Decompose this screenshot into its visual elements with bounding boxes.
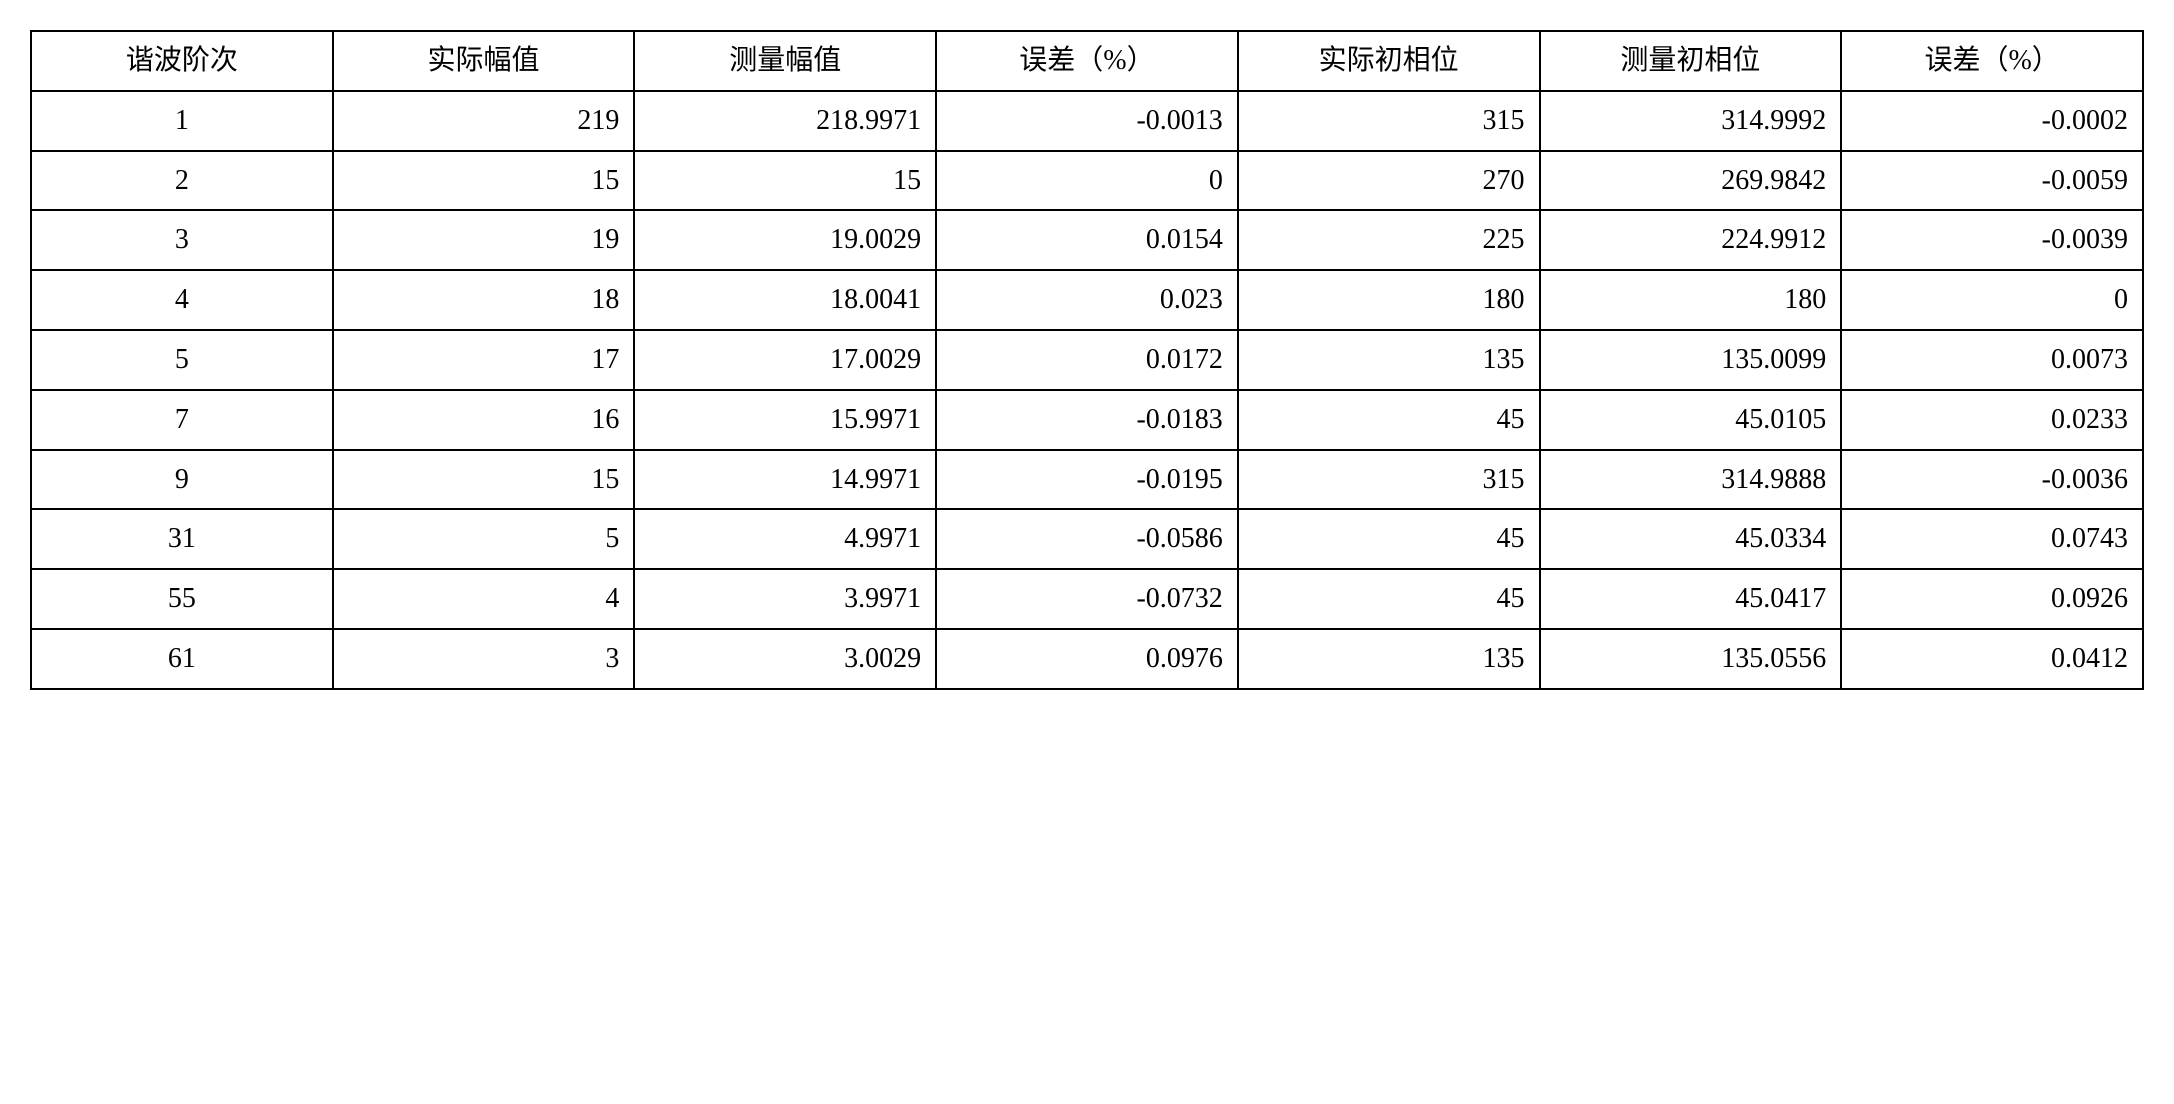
cell-amp-error: 0.023 (936, 270, 1238, 330)
cell-actual-phase: 135 (1238, 629, 1540, 689)
harmonic-data-table: 谐波阶次 实际幅值 测量幅值 误差（%） 实际初相位 测量初相位 误差（%） 1… (30, 30, 2144, 690)
table-row: 3 19 19.0029 0.0154 225 224.9912 -0.0039 (31, 210, 2143, 270)
cell-measured-phase: 180 (1540, 270, 1842, 330)
cell-actual-phase: 225 (1238, 210, 1540, 270)
cell-actual-amp: 4 (333, 569, 635, 629)
cell-actual-phase: 315 (1238, 91, 1540, 151)
table-row: 7 16 15.9971 -0.0183 45 45.0105 0.0233 (31, 390, 2143, 450)
cell-phase-error: 0.0412 (1841, 629, 2143, 689)
cell-amp-error: -0.0183 (936, 390, 1238, 450)
cell-phase-error: 0.0073 (1841, 330, 2143, 390)
cell-amp-error: -0.0195 (936, 450, 1238, 510)
cell-order: 31 (31, 509, 333, 569)
cell-actual-phase: 180 (1238, 270, 1540, 330)
table-row: 5 17 17.0029 0.0172 135 135.0099 0.0073 (31, 330, 2143, 390)
cell-order: 7 (31, 390, 333, 450)
cell-order: 1 (31, 91, 333, 151)
cell-measured-amp: 17.0029 (634, 330, 936, 390)
cell-order: 55 (31, 569, 333, 629)
cell-actual-amp: 219 (333, 91, 635, 151)
col-header-phase-error: 误差（%） (1841, 31, 2143, 91)
table-row: 61 3 3.0029 0.0976 135 135.0556 0.0412 (31, 629, 2143, 689)
cell-measured-amp: 3.9971 (634, 569, 936, 629)
col-header-order: 谐波阶次 (31, 31, 333, 91)
cell-measured-amp: 218.9971 (634, 91, 936, 151)
cell-actual-amp: 16 (333, 390, 635, 450)
cell-measured-phase: 135.0556 (1540, 629, 1842, 689)
table-row: 55 4 3.9971 -0.0732 45 45.0417 0.0926 (31, 569, 2143, 629)
cell-actual-amp: 3 (333, 629, 635, 689)
cell-measured-phase: 45.0417 (1540, 569, 1842, 629)
cell-actual-phase: 45 (1238, 509, 1540, 569)
cell-amp-error: 0.0172 (936, 330, 1238, 390)
cell-actual-amp: 19 (333, 210, 635, 270)
cell-measured-phase: 269.9842 (1540, 151, 1842, 211)
cell-order: 3 (31, 210, 333, 270)
cell-order: 9 (31, 450, 333, 510)
cell-order: 5 (31, 330, 333, 390)
cell-amp-error: -0.0586 (936, 509, 1238, 569)
cell-measured-phase: 45.0334 (1540, 509, 1842, 569)
table-row: 9 15 14.9971 -0.0195 315 314.9888 -0.003… (31, 450, 2143, 510)
cell-actual-phase: 45 (1238, 569, 1540, 629)
cell-measured-amp: 19.0029 (634, 210, 936, 270)
table-row: 31 5 4.9971 -0.0586 45 45.0334 0.0743 (31, 509, 2143, 569)
cell-actual-phase: 45 (1238, 390, 1540, 450)
cell-measured-amp: 3.0029 (634, 629, 936, 689)
cell-phase-error: -0.0002 (1841, 91, 2143, 151)
cell-measured-amp: 14.9971 (634, 450, 936, 510)
cell-amp-error: 0.0154 (936, 210, 1238, 270)
cell-measured-phase: 224.9912 (1540, 210, 1842, 270)
cell-measured-phase: 45.0105 (1540, 390, 1842, 450)
table-row: 1 219 218.9971 -0.0013 315 314.9992 -0.0… (31, 91, 2143, 151)
col-header-measured-phase: 测量初相位 (1540, 31, 1842, 91)
cell-amp-error: -0.0732 (936, 569, 1238, 629)
table-body: 1 219 218.9971 -0.0013 315 314.9992 -0.0… (31, 91, 2143, 689)
cell-actual-phase: 315 (1238, 450, 1540, 510)
col-header-actual-amp: 实际幅值 (333, 31, 635, 91)
cell-measured-phase: 314.9992 (1540, 91, 1842, 151)
cell-measured-phase: 135.0099 (1540, 330, 1842, 390)
cell-actual-amp: 18 (333, 270, 635, 330)
cell-order: 2 (31, 151, 333, 211)
cell-actual-amp: 15 (333, 151, 635, 211)
col-header-measured-amp: 测量幅值 (634, 31, 936, 91)
cell-measured-amp: 4.9971 (634, 509, 936, 569)
cell-phase-error: 0.0926 (1841, 569, 2143, 629)
cell-actual-phase: 135 (1238, 330, 1540, 390)
col-header-amp-error: 误差（%） (936, 31, 1238, 91)
cell-measured-amp: 18.0041 (634, 270, 936, 330)
cell-amp-error: 0 (936, 151, 1238, 211)
cell-order: 61 (31, 629, 333, 689)
table-header-row: 谐波阶次 实际幅值 测量幅值 误差（%） 实际初相位 测量初相位 误差（%） (31, 31, 2143, 91)
cell-actual-amp: 15 (333, 450, 635, 510)
cell-amp-error: -0.0013 (936, 91, 1238, 151)
cell-measured-amp: 15 (634, 151, 936, 211)
cell-phase-error: -0.0036 (1841, 450, 2143, 510)
cell-phase-error: -0.0059 (1841, 151, 2143, 211)
cell-amp-error: 0.0976 (936, 629, 1238, 689)
cell-phase-error: 0 (1841, 270, 2143, 330)
cell-measured-phase: 314.9888 (1540, 450, 1842, 510)
table-row: 2 15 15 0 270 269.9842 -0.0059 (31, 151, 2143, 211)
cell-phase-error: 0.0233 (1841, 390, 2143, 450)
cell-actual-amp: 5 (333, 509, 635, 569)
col-header-actual-phase: 实际初相位 (1238, 31, 1540, 91)
cell-actual-amp: 17 (333, 330, 635, 390)
cell-actual-phase: 270 (1238, 151, 1540, 211)
cell-measured-amp: 15.9971 (634, 390, 936, 450)
cell-phase-error: -0.0039 (1841, 210, 2143, 270)
cell-order: 4 (31, 270, 333, 330)
cell-phase-error: 0.0743 (1841, 509, 2143, 569)
table-row: 4 18 18.0041 0.023 180 180 0 (31, 270, 2143, 330)
